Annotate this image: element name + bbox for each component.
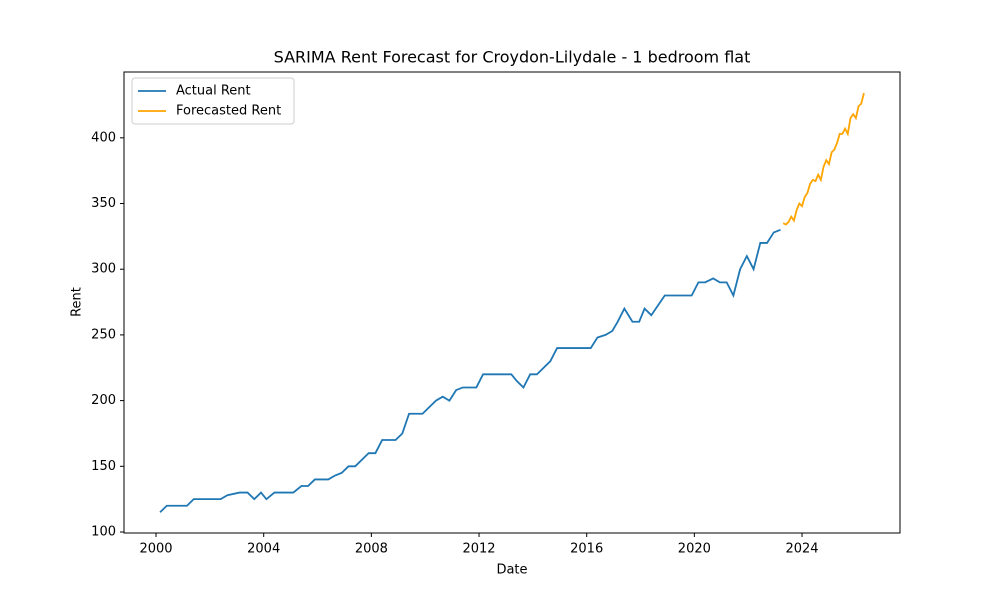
x-tick-label: 2004	[247, 542, 280, 557]
x-tick-label: 2020	[678, 542, 711, 557]
legend-label: Actual Rent	[176, 84, 251, 99]
line-series	[782, 92, 865, 226]
legend-box	[131, 77, 295, 125]
y-tick-label: 100	[91, 525, 116, 540]
y-tick-label: 300	[91, 262, 116, 277]
y-tick-label: 350	[91, 196, 116, 211]
y-tick-label: 200	[91, 393, 116, 408]
plot-frame	[123, 71, 901, 534]
chart-title: SARIMA Rent Forecast for Croydon-Lilydal…	[274, 48, 751, 67]
y-tick-label: 150	[91, 459, 116, 474]
line-series	[159, 228, 781, 513]
x-tick-label: 2016	[570, 542, 603, 557]
x-tick-label: 2008	[355, 542, 388, 557]
x-axis-label: Date	[496, 563, 527, 578]
legend-label: Forecasted Rent	[176, 104, 281, 119]
y-tick-label: 400	[91, 130, 116, 145]
x-tick-label: 2000	[139, 542, 172, 557]
y-tick-label: 250	[91, 327, 116, 342]
x-tick-label: 2012	[462, 542, 495, 557]
y-axis-label: Rent	[70, 287, 85, 317]
x-tick-label: 2024	[785, 542, 818, 557]
